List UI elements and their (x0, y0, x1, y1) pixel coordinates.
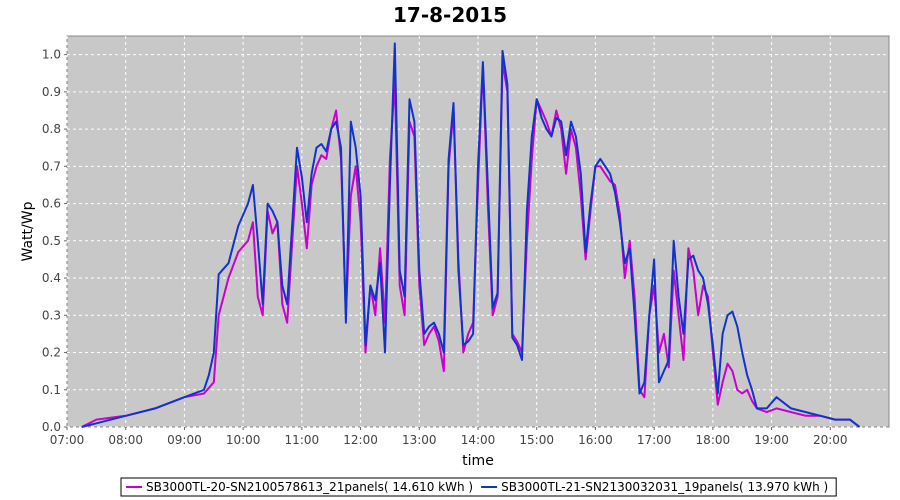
y-tick-label: 0.1 (42, 383, 61, 397)
y-axis-ticks: 0.0 0.1 0.2 0.3 0.4 0.5 0.6 0.7 0.8 0.9 1.0 (42, 48, 67, 434)
y-tick-label: 0.9 (42, 85, 61, 99)
series-line-2 (81, 42, 861, 428)
x-tick-label: 11:00 (285, 433, 320, 447)
y-tick-label: 0.0 (42, 420, 61, 434)
x-tick-label: 10:00 (226, 433, 261, 447)
chart-title: 17-8-2015 (393, 3, 507, 27)
x-axis-label: time (462, 453, 494, 469)
legend-box (120, 477, 837, 497)
series-lines (81, 42, 861, 428)
x-tick-label: 13:00 (402, 433, 437, 447)
y-axis-label: Watt/Wp (20, 201, 36, 261)
y-tick-label: 0.2 (42, 346, 61, 360)
y-tick-label: 0.6 (42, 197, 61, 211)
x-tick-label: 18:00 (696, 433, 731, 447)
legend: SB3000TL-20-SN2100578613_21panels( 14.61… (120, 477, 837, 497)
y-tick-label: 0.7 (42, 159, 61, 173)
x-tick-label: 14:00 (461, 433, 496, 447)
y-tick-label: 0.3 (42, 308, 61, 322)
x-tick-label: 16:00 (578, 433, 613, 447)
x-tick-label: 17:00 (637, 433, 672, 447)
x-tick-label: 15:00 (519, 433, 554, 447)
x-tick-label: 19:00 (754, 433, 789, 447)
x-tick-label: 08:00 (108, 433, 143, 447)
x-tick-label: 12:00 (343, 433, 378, 447)
legend-label-2: SB3000TL-21-SN2130032031_19panels( 13.97… (501, 480, 828, 494)
x-tick-label: 07:00 (50, 433, 85, 447)
y-tick-label: 0.8 (42, 122, 61, 136)
x-tick-label: 20:00 (813, 433, 848, 447)
x-tick-label: 09:00 (167, 433, 202, 447)
x-axis-ticks: 07:00 08:00 09:00 10:00 11:00 12:00 13:00 14:00… (50, 427, 848, 447)
y-tick-label: 0.4 (42, 271, 61, 285)
y-tick-label: 0.5 (42, 234, 61, 248)
y-tick-label: 1.0 (42, 48, 61, 62)
legend-label-1: SB3000TL-20-SN2100578613_21panels( 14.61… (146, 480, 473, 494)
